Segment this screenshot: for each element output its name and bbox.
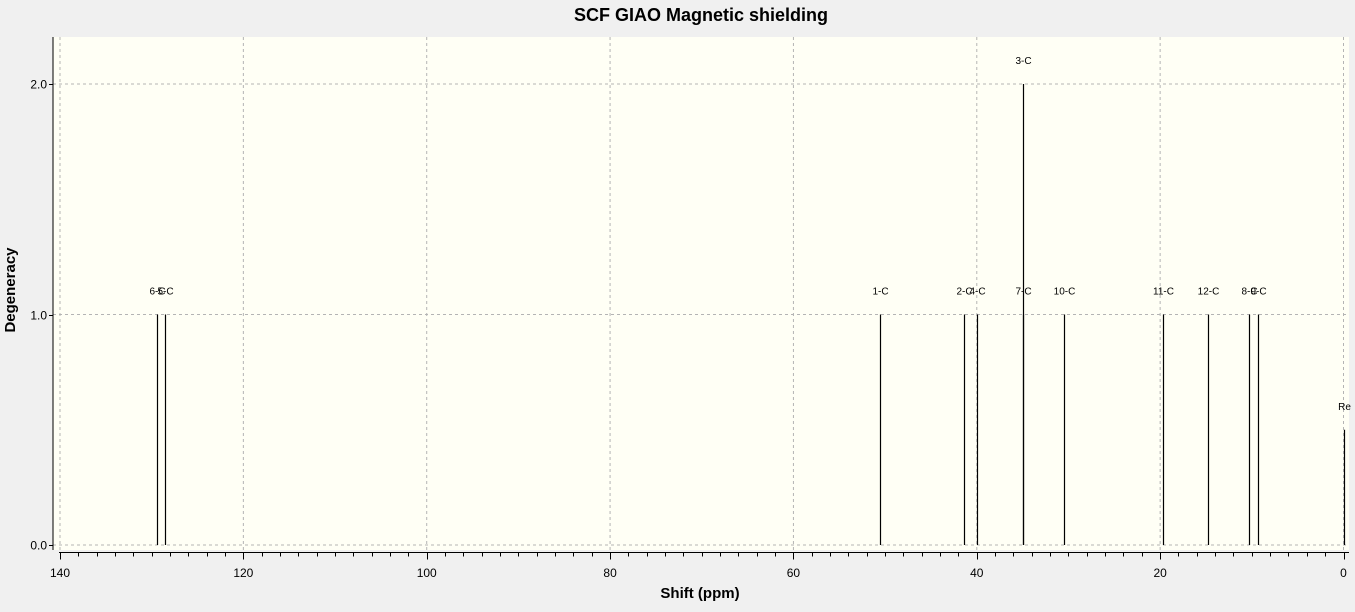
x-tick-label: 0 — [1340, 566, 1347, 580]
peak-label: 3-C — [1015, 56, 1031, 67]
peak-label: 12-C — [1198, 287, 1220, 298]
y-tick-label: 1.0 — [30, 309, 47, 323]
peak-label: Re — [1338, 402, 1351, 413]
x-tick-label: 100 — [417, 566, 437, 580]
peak-label: 2-C — [956, 287, 972, 298]
x-tick-label: 140 — [50, 566, 70, 580]
x-tick-label: 60 — [787, 566, 801, 580]
peak-label: 6-C — [149, 287, 165, 298]
peak-bars — [156, 84, 1346, 545]
grid-lines — [53, 37, 1349, 550]
peak-label: 1-C — [872, 287, 888, 298]
x-tick-label: 80 — [603, 566, 617, 580]
axes: 140 120 100 80 60 40 20 0 0.0 1.0 2.0 — [30, 37, 1349, 580]
peak-label: 5-C — [157, 287, 173, 298]
x-tick-label: 120 — [233, 566, 253, 580]
peak-labels: 6-C5-C 1-C 2-C4-C 3-C 7-C 10-C 11-C 12-C 8-C9-C R… — [149, 56, 1351, 413]
peak-label: 9-C — [1250, 287, 1266, 298]
plot-background — [53, 37, 1349, 550]
x-tick-label: 20 — [1153, 566, 1167, 580]
peak-label: 10-C — [1054, 287, 1076, 298]
x-tick-label: 40 — [970, 566, 984, 580]
y-tick-label: 2.0 — [30, 78, 47, 92]
peak-label: 8-C — [1241, 287, 1257, 298]
chart-title: SCF GIAO Magnetic shielding — [574, 5, 828, 25]
y-tick-label: 0.0 — [30, 539, 47, 553]
x-axis-label: Shift (ppm) — [660, 585, 739, 602]
peak-label: 7-C — [1015, 287, 1031, 298]
peak-label: 11-C — [1153, 287, 1174, 298]
peak-label: 4-C — [969, 287, 985, 298]
y-axis-label: Degeneracy — [2, 247, 19, 333]
